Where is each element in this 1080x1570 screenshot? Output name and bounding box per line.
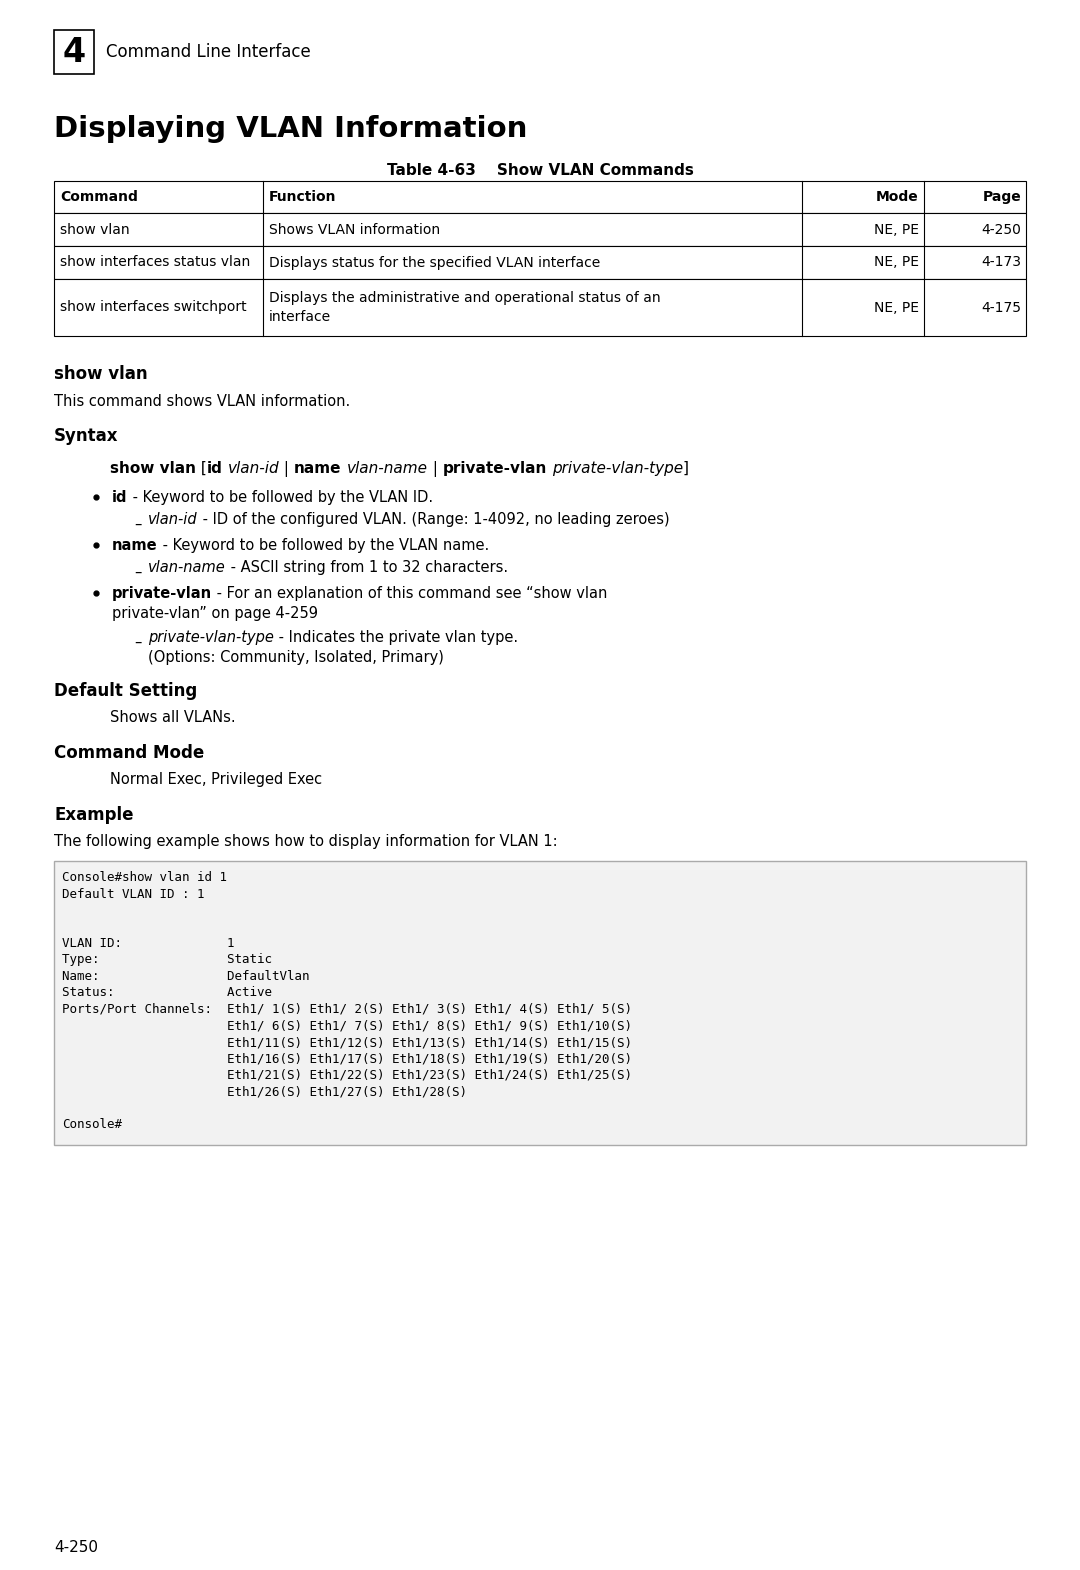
Text: - ID of the configured VLAN. (Range: 1-4092, no leading zeroes): - ID of the configured VLAN. (Range: 1-4… xyxy=(198,512,670,528)
Text: vlan-id: vlan-id xyxy=(228,462,280,476)
Bar xyxy=(54,214,1026,246)
Text: Command: Command xyxy=(60,190,138,204)
Text: id: id xyxy=(207,462,222,476)
Text: Displays the administrative and operational status of an
interface: Displays the administrative and operatio… xyxy=(269,292,661,323)
Text: Mode: Mode xyxy=(876,190,919,204)
Text: –: – xyxy=(134,565,141,579)
Text: Default VLAN ID : 1: Default VLAN ID : 1 xyxy=(62,887,204,901)
Text: The following example shows how to display information for VLAN 1:: The following example shows how to displ… xyxy=(54,834,557,849)
Text: Console#: Console# xyxy=(62,1118,122,1132)
Text: This command shows VLAN information.: This command shows VLAN information. xyxy=(54,394,350,410)
Text: [: [ xyxy=(195,462,207,476)
Text: ]: ] xyxy=(683,462,689,476)
Text: NE, PE: NE, PE xyxy=(874,223,919,237)
Text: Console#show vlan id 1: Console#show vlan id 1 xyxy=(62,871,227,884)
Text: Shows VLAN information: Shows VLAN information xyxy=(269,223,441,237)
Text: - ASCII string from 1 to 32 characters.: - ASCII string from 1 to 32 characters. xyxy=(226,560,508,575)
Text: private-vlan: private-vlan xyxy=(112,586,212,601)
Text: 4-175: 4-175 xyxy=(981,300,1021,314)
Bar xyxy=(54,279,1026,336)
Text: id: id xyxy=(112,490,127,506)
Text: name: name xyxy=(294,462,341,476)
Text: - Keyword to be followed by the VLAN ID.: - Keyword to be followed by the VLAN ID. xyxy=(127,490,433,506)
Text: –: – xyxy=(134,517,141,532)
Text: Displays status for the specified VLAN interface: Displays status for the specified VLAN i… xyxy=(269,256,600,270)
Text: vlan-name: vlan-name xyxy=(148,560,226,575)
Text: private-vlan” on page 4-259: private-vlan” on page 4-259 xyxy=(112,606,318,622)
Text: Ports/Port Channels:  Eth1/ 1(S) Eth1/ 2(S) Eth1/ 3(S) Eth1/ 4(S) Eth1/ 5(S): Ports/Port Channels: Eth1/ 1(S) Eth1/ 2(… xyxy=(62,1003,632,1016)
Text: show interfaces status vlan: show interfaces status vlan xyxy=(60,256,251,270)
Text: Example: Example xyxy=(54,805,134,824)
Text: (Options: Community, Isolated, Primary): (Options: Community, Isolated, Primary) xyxy=(148,650,444,666)
Text: Type:                 Static: Type: Static xyxy=(62,953,272,967)
Text: 4-250: 4-250 xyxy=(981,223,1021,237)
Text: Shows all VLANs.: Shows all VLANs. xyxy=(110,710,235,725)
Text: vlan-id: vlan-id xyxy=(148,512,198,528)
Text: private-vlan: private-vlan xyxy=(443,462,546,476)
Text: Displaying VLAN Information: Displaying VLAN Information xyxy=(54,115,527,143)
Text: Eth1/16(S) Eth1/17(S) Eth1/18(S) Eth1/19(S) Eth1/20(S): Eth1/16(S) Eth1/17(S) Eth1/18(S) Eth1/19… xyxy=(62,1052,632,1066)
Bar xyxy=(54,860,1026,1145)
Text: NE, PE: NE, PE xyxy=(874,256,919,270)
Text: - Indicates the private vlan type.: - Indicates the private vlan type. xyxy=(274,630,518,645)
Text: |: | xyxy=(428,462,443,477)
Text: Default Setting: Default Setting xyxy=(54,681,198,700)
Text: show interfaces switchport: show interfaces switchport xyxy=(60,300,246,314)
Text: private-vlan-type: private-vlan-type xyxy=(148,630,274,645)
Text: show vlan: show vlan xyxy=(54,364,148,383)
Text: Page: Page xyxy=(982,190,1021,204)
Text: show vlan: show vlan xyxy=(60,223,130,237)
Text: Normal Exec, Privileged Exec: Normal Exec, Privileged Exec xyxy=(110,772,322,787)
Text: - For an explanation of this command see “show vlan: - For an explanation of this command see… xyxy=(212,586,607,601)
Text: Eth1/21(S) Eth1/22(S) Eth1/23(S) Eth1/24(S) Eth1/25(S): Eth1/21(S) Eth1/22(S) Eth1/23(S) Eth1/24… xyxy=(62,1069,632,1082)
Text: private-vlan-type: private-vlan-type xyxy=(552,462,683,476)
Text: name: name xyxy=(112,539,158,553)
Bar xyxy=(54,30,94,74)
Text: 4-173: 4-173 xyxy=(981,256,1021,270)
Text: Name:                 DefaultVlan: Name: DefaultVlan xyxy=(62,970,310,983)
Text: Eth1/ 6(S) Eth1/ 7(S) Eth1/ 8(S) Eth1/ 9(S) Eth1/10(S): Eth1/ 6(S) Eth1/ 7(S) Eth1/ 8(S) Eth1/ 9… xyxy=(62,1019,632,1033)
Text: Status:               Active: Status: Active xyxy=(62,986,272,1000)
Text: show vlan: show vlan xyxy=(110,462,195,476)
Text: –: – xyxy=(134,634,141,650)
Text: - Keyword to be followed by the VLAN name.: - Keyword to be followed by the VLAN nam… xyxy=(158,539,489,553)
Text: Syntax: Syntax xyxy=(54,427,119,444)
Text: NE, PE: NE, PE xyxy=(874,300,919,314)
Text: VLAN ID:              1: VLAN ID: 1 xyxy=(62,937,234,950)
Text: Table 4-63    Show VLAN Commands: Table 4-63 Show VLAN Commands xyxy=(387,163,693,177)
Text: 4-250: 4-250 xyxy=(54,1540,98,1554)
Bar xyxy=(54,246,1026,279)
Text: Eth1/26(S) Eth1/27(S) Eth1/28(S): Eth1/26(S) Eth1/27(S) Eth1/28(S) xyxy=(62,1085,467,1099)
Text: 4: 4 xyxy=(63,36,85,69)
Text: Command Line Interface: Command Line Interface xyxy=(106,42,311,61)
Text: |: | xyxy=(280,462,294,477)
Text: Command Mode: Command Mode xyxy=(54,744,204,761)
Text: vlan-name: vlan-name xyxy=(347,462,428,476)
Bar xyxy=(54,181,1026,214)
Text: Eth1/11(S) Eth1/12(S) Eth1/13(S) Eth1/14(S) Eth1/15(S): Eth1/11(S) Eth1/12(S) Eth1/13(S) Eth1/14… xyxy=(62,1036,632,1049)
Text: Function: Function xyxy=(269,190,337,204)
